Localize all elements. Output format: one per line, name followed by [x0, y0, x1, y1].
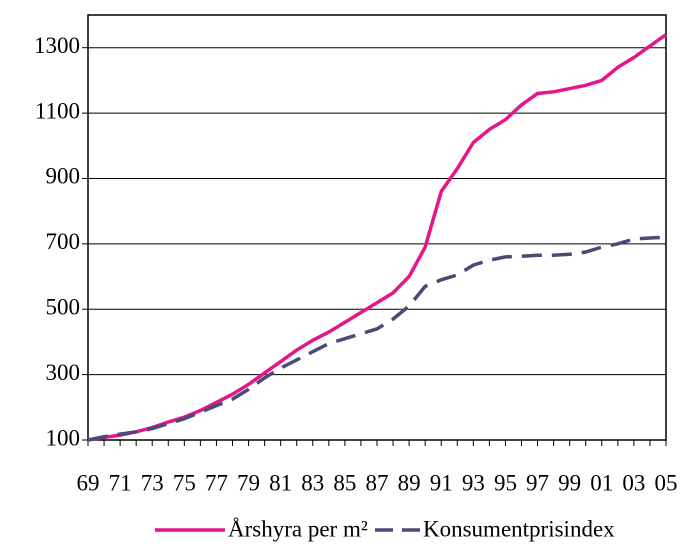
y-tick-label: 100 [46, 425, 81, 450]
x-tick-label: 69 [77, 470, 100, 495]
series-line [87, 235, 667, 442]
series-line [87, 33, 668, 442]
x-tick-label: 85 [333, 470, 356, 495]
x-tick-label: 91 [430, 470, 453, 495]
x-tick-label: 97 [526, 470, 549, 495]
legend-label: Årshyra per m² [228, 516, 368, 541]
y-tick-label: 1300 [34, 33, 80, 58]
x-tick-label: 89 [398, 470, 421, 495]
x-tick-label: 99 [558, 470, 581, 495]
x-tick-label: 93 [462, 470, 485, 495]
x-tick-label: 73 [141, 470, 164, 495]
x-tick-label: 01 [590, 470, 613, 495]
x-tick-label: 79 [237, 470, 260, 495]
x-tick-label: 95 [494, 470, 517, 495]
x-tick-label: 83 [301, 470, 324, 495]
x-tick-label: 77 [205, 470, 228, 495]
y-tick-label: 900 [46, 164, 81, 189]
x-tick-label: 87 [366, 470, 389, 495]
x-tick-label: 05 [655, 470, 678, 495]
y-tick-label: 700 [46, 229, 81, 254]
y-tick-label: 300 [46, 360, 81, 385]
x-tick-label: 71 [109, 470, 132, 495]
x-tick-label: 75 [173, 470, 196, 495]
legend-label: Konsumentprisindex [423, 516, 615, 541]
plot-frame [87, 14, 667, 441]
x-tick-label: 03 [622, 470, 645, 495]
x-tick-label: 81 [269, 470, 292, 495]
y-tick-label: 1100 [35, 98, 80, 123]
y-tick-label: 500 [46, 295, 81, 320]
